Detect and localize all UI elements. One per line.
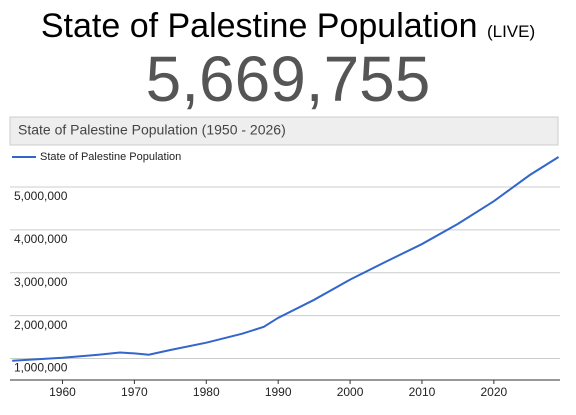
y-tick-label: 3,000,000 [14, 275, 68, 289]
x-tick-label: 1970 [121, 385, 148, 399]
chart-title-bar [9, 116, 559, 146]
x-tick-label: 2010 [409, 385, 436, 399]
chart-title: State of Palestine Population (1950 - 20… [18, 122, 286, 138]
x-tick-label: 1990 [265, 385, 292, 399]
y-tick-label: 1,000,000 [14, 361, 68, 375]
y-tick-label: 5,000,000 [14, 189, 68, 203]
x-tick-label: 1960 [49, 385, 76, 399]
live-counter: 5,669,755 [145, 43, 431, 115]
title-text: State of Palestine Population [40, 7, 478, 45]
x-tick-label: 1980 [193, 385, 220, 399]
x-tick-label: 2020 [481, 385, 508, 399]
y-tick-label: 2,000,000 [14, 318, 68, 332]
data-line [12, 156, 560, 362]
y-tick-label: 4,000,000 [14, 232, 68, 246]
page-title: State of Palestine Population (LIVE) [0, 6, 576, 52]
legend-label: State of Palestine Population [40, 151, 181, 163]
live-tag: (LIVE) [486, 22, 536, 41]
x-tick-label: 2000 [337, 385, 364, 399]
